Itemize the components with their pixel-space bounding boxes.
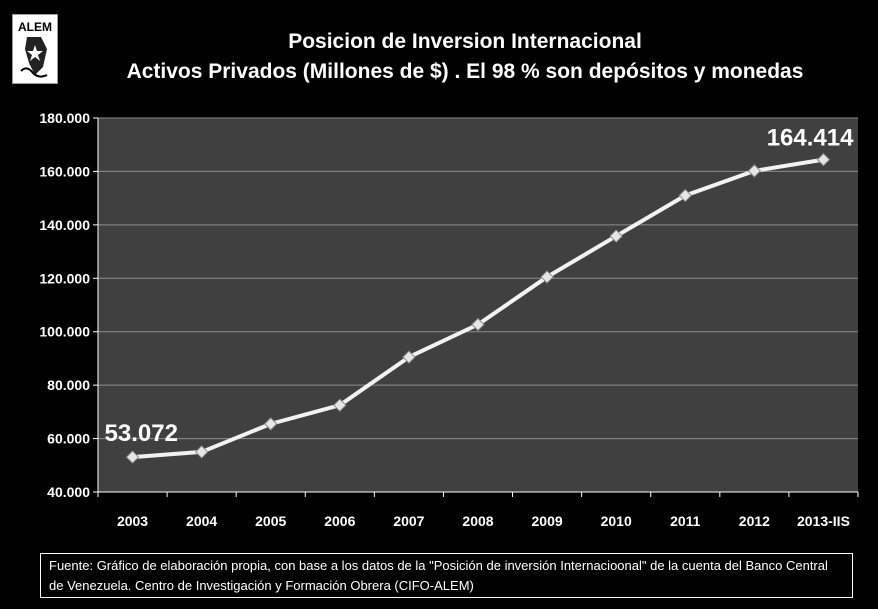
x-tick-label: 2005 <box>255 513 286 529</box>
data-point <box>747 164 762 178</box>
y-tick-label: 160.000 <box>39 163 90 179</box>
x-axis: 2003 2004 2005 2006 2007 2008 2009 2010 2011 2012… <box>97 491 859 529</box>
data-point <box>816 152 831 167</box>
source-note: Fuente: Gráfico de elaboración propia, c… <box>40 553 853 598</box>
data-point <box>609 229 623 243</box>
x-tick-label: 2003 <box>117 513 148 529</box>
x-tick-label: 2004 <box>186 513 217 529</box>
data-point <box>264 417 278 431</box>
x-tick-label: 2010 <box>601 513 632 529</box>
y-tick-label: 40.000 <box>47 484 90 500</box>
x-tick-label: 2006 <box>324 513 355 529</box>
data-point <box>333 398 347 412</box>
series-line <box>125 152 831 464</box>
x-tick-label: 2012 <box>739 513 770 529</box>
data-label: 164.414 <box>767 125 854 152</box>
y-tick-label: 180.000 <box>39 110 90 126</box>
chart-subtitle: Activos Privados (Millones de $) . El 98… <box>126 60 804 83</box>
y-tick-label: 80.000 <box>47 377 90 393</box>
data-point <box>125 450 140 464</box>
x-tick-label: 2009 <box>532 513 563 529</box>
x-tick-label: 2013-IIS <box>797 513 850 529</box>
data-point <box>402 350 416 364</box>
x-tick-label: 2007 <box>393 513 424 529</box>
y-tick-label: 100.000 <box>39 324 90 340</box>
data-point <box>678 188 692 203</box>
chart-title: Posicion de Inversion Internacional <box>288 30 642 53</box>
data-point <box>540 270 554 284</box>
x-tick-label: 2008 <box>462 513 493 529</box>
data-point <box>194 445 209 459</box>
logo-text: ALEM <box>18 20 52 34</box>
y-tick-label: 120.000 <box>39 270 90 286</box>
alem-logo: ALEM <box>12 14 58 84</box>
y-axis: 40.000 60.000 80.000 100.000 120.000 140.000 1… <box>39 110 99 500</box>
annotations: 53.072 164.414 <box>105 125 855 447</box>
data-point <box>471 317 485 332</box>
y-tick-label: 60.000 <box>47 431 90 447</box>
y-tick-label: 140.000 <box>39 217 90 233</box>
data-label: 53.072 <box>105 420 178 447</box>
x-tick-label: 2011 <box>670 513 701 529</box>
